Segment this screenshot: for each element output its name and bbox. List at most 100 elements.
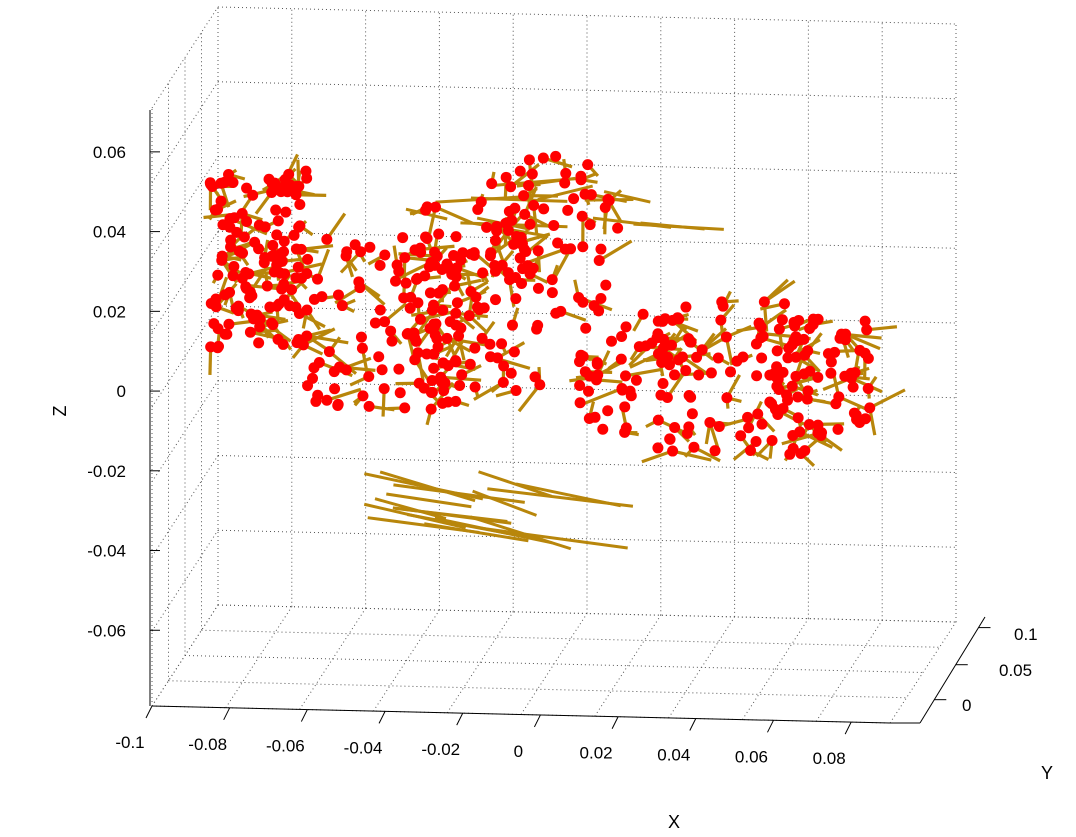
data-point xyxy=(301,268,313,280)
data-point xyxy=(583,412,595,424)
x-tick-mark xyxy=(145,705,153,719)
grid-line xyxy=(299,608,367,710)
normal-segment xyxy=(480,526,628,550)
data-point xyxy=(651,332,663,344)
data-point xyxy=(804,365,816,377)
grid-line xyxy=(168,680,907,699)
data-point xyxy=(548,219,560,231)
data-point xyxy=(751,370,763,382)
data-point xyxy=(385,325,397,337)
x-tick-mark xyxy=(689,718,697,731)
data-point xyxy=(680,301,692,313)
normal-segment xyxy=(395,506,508,523)
normal-segment xyxy=(446,336,490,348)
data-point xyxy=(429,201,441,213)
x-tick-label: -0.06 xyxy=(266,737,305,756)
data-point xyxy=(776,314,788,326)
data-point xyxy=(399,252,411,264)
data-point xyxy=(414,242,426,254)
data-point xyxy=(411,273,423,285)
grid-line xyxy=(151,604,219,707)
data-point xyxy=(577,296,589,308)
data-point xyxy=(755,321,767,333)
data-point xyxy=(259,221,271,233)
grid-line xyxy=(741,618,809,720)
data-point xyxy=(454,379,466,391)
grid-line xyxy=(889,621,957,724)
x-tick-label: 0.08 xyxy=(813,749,846,768)
data-point xyxy=(215,195,227,207)
data-point xyxy=(803,419,815,431)
data-point xyxy=(481,221,493,233)
data-point xyxy=(278,246,290,258)
data-point xyxy=(254,321,266,333)
data-point xyxy=(469,381,481,393)
data-point xyxy=(669,369,681,381)
tick-labels: -0.1 -0.08 -0.06 -0.04 -0.02 0 0.02 0.04 0.06 0.0… xyxy=(87,143,1037,768)
data-point xyxy=(431,333,443,345)
data-point xyxy=(456,369,468,381)
data-point xyxy=(373,351,385,363)
data-point xyxy=(284,179,296,191)
data-point xyxy=(859,315,871,327)
data-point xyxy=(583,385,595,397)
data-point xyxy=(591,358,603,370)
data-point xyxy=(683,421,695,433)
grid-line xyxy=(151,455,219,557)
normal-segments xyxy=(203,153,906,551)
data-point xyxy=(290,243,302,255)
grid-line xyxy=(151,156,219,258)
data-point xyxy=(247,189,259,201)
data-point xyxy=(620,321,632,333)
data-point xyxy=(340,364,352,376)
data-point xyxy=(450,271,462,283)
data-point xyxy=(248,313,260,325)
normal-segment xyxy=(434,205,473,225)
data-point xyxy=(399,402,411,414)
data-point xyxy=(799,445,811,457)
data-point xyxy=(562,204,574,216)
data-point xyxy=(491,352,503,364)
x-tick-mark xyxy=(223,707,231,721)
data-point xyxy=(526,168,538,180)
data-point xyxy=(757,330,769,342)
z-tick-label: 0.06 xyxy=(93,143,126,162)
data-point xyxy=(588,300,600,312)
data-point xyxy=(518,190,530,202)
data-point xyxy=(616,331,628,343)
data-point xyxy=(290,272,302,284)
x-axis-label: X xyxy=(668,812,680,832)
data-point xyxy=(293,308,305,320)
x-tick-label: -0.04 xyxy=(344,738,383,757)
data-point xyxy=(477,267,489,279)
data-point xyxy=(357,390,369,402)
data-point xyxy=(514,165,526,177)
normal-segment xyxy=(364,472,484,501)
data-point xyxy=(233,300,245,312)
data-point xyxy=(840,328,852,340)
grid-line xyxy=(225,606,293,708)
data-point xyxy=(312,273,324,285)
data-point xyxy=(528,199,540,211)
data-point xyxy=(233,245,245,257)
data-point xyxy=(580,322,592,334)
axes xyxy=(145,110,991,735)
data-point xyxy=(750,338,762,350)
data-point xyxy=(496,259,508,271)
data-point xyxy=(750,436,762,448)
data-point xyxy=(436,397,448,409)
data-point xyxy=(788,316,800,328)
data-point xyxy=(323,346,335,358)
data-point xyxy=(786,380,798,392)
data-point xyxy=(752,408,764,420)
data-point xyxy=(393,363,405,375)
data-point xyxy=(712,352,724,364)
data-point xyxy=(293,221,305,233)
normal-segment xyxy=(429,381,455,411)
data-point xyxy=(349,239,361,251)
z-tick-label: 0.02 xyxy=(93,302,126,321)
data-point xyxy=(428,362,440,374)
data-point xyxy=(717,300,729,312)
data-point xyxy=(637,308,649,320)
